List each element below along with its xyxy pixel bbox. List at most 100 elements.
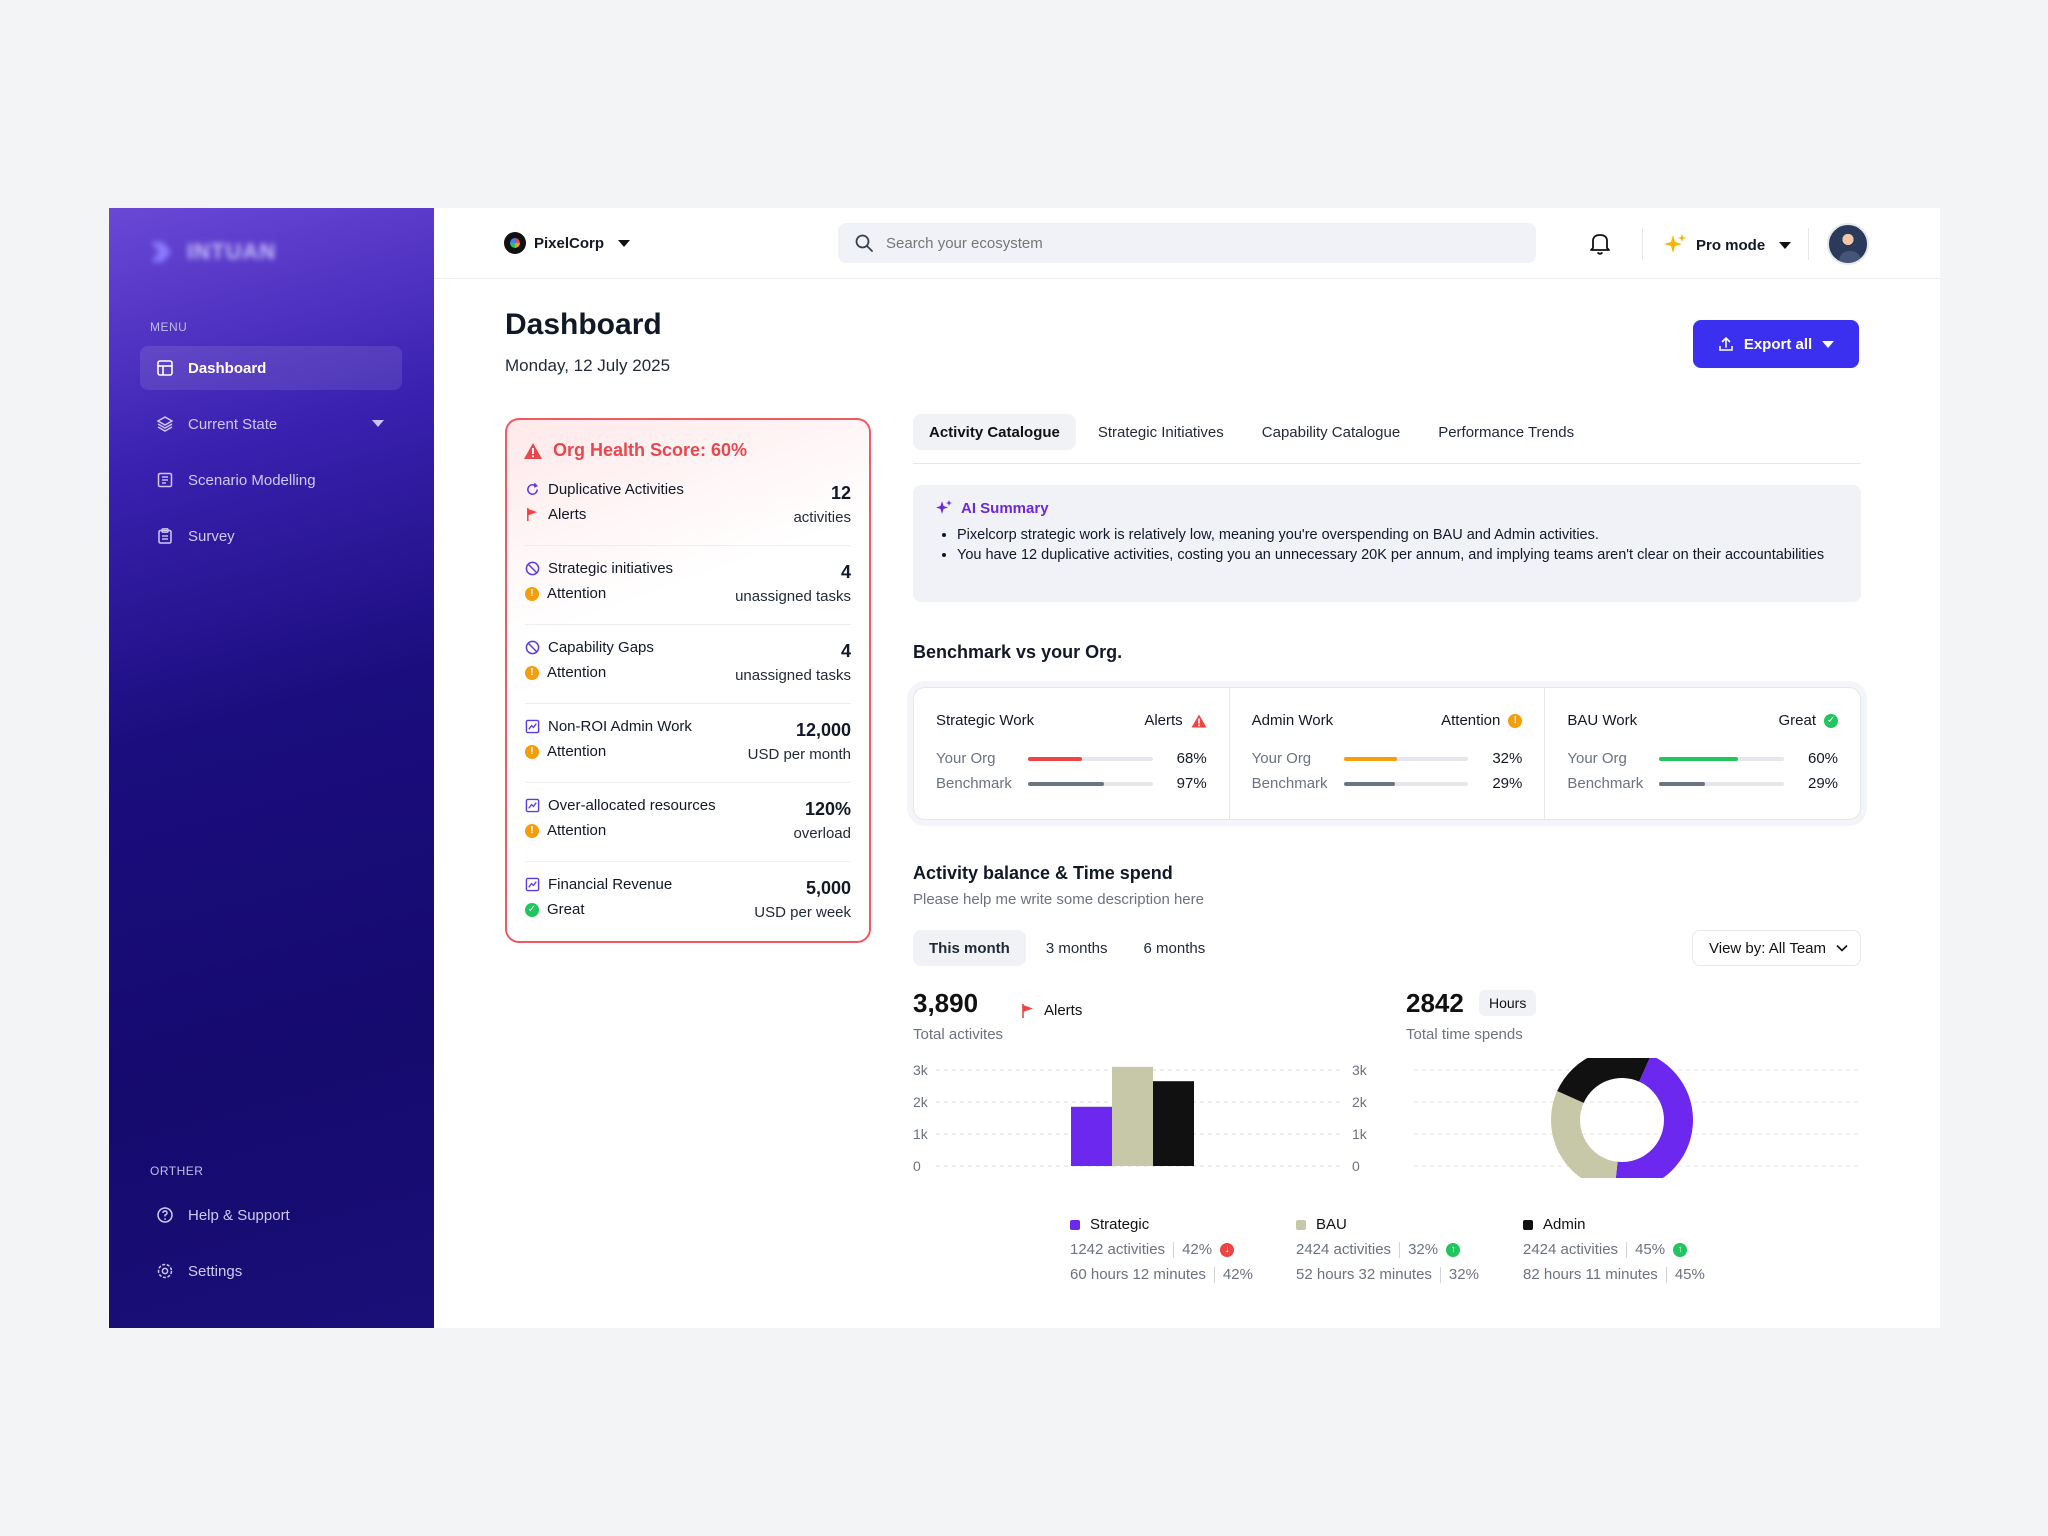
- donut-slice-admin[interactable]: [1557, 1058, 1651, 1103]
- sidebar-item-label: Dashboard: [188, 359, 267, 377]
- legend-swatch: [1070, 1219, 1080, 1230]
- ai-summary-point: You have 12 duplicative activities, cost…: [957, 545, 1839, 565]
- bar-admin[interactable]: [1153, 1081, 1194, 1166]
- health-row-value: 12: [830, 483, 851, 503]
- sidebar-item-scenario-modelling[interactable]: Scenario Modelling: [140, 458, 402, 502]
- legend-activities: 1242 activities: [1070, 1241, 1166, 1258]
- pro-mode-toggle[interactable]: Pro mode: [1662, 232, 1792, 258]
- health-row-revenue[interactable]: Financial Revenue ✓ Great 5,000 USD per w…: [525, 862, 851, 941]
- health-row-admin[interactable]: Non-ROI Admin Work ! Attention 12,000 USD…: [525, 704, 851, 783]
- y-tick-label: 3k: [913, 1062, 929, 1078]
- arrow-up-icon: ↑: [1673, 1242, 1688, 1257]
- org-switcher[interactable]: PixelCorp: [504, 232, 631, 254]
- legend-name: BAU: [1316, 1216, 1347, 1233]
- check-icon: ✓: [525, 902, 539, 917]
- tab-capability-catalogue[interactable]: Capability Catalogue: [1261, 423, 1401, 441]
- export-all-button[interactable]: Export all: [1693, 320, 1859, 368]
- your-org-label: Your Org: [936, 750, 996, 767]
- sidebar-item-settings[interactable]: Settings: [140, 1249, 402, 1293]
- layers-icon: [156, 416, 174, 432]
- donut-slice-bau[interactable]: [1551, 1091, 1618, 1178]
- tab-activity-catalogue[interactable]: Activity Catalogue: [913, 414, 1076, 450]
- chevron-down-icon[interactable]: [372, 420, 384, 427]
- health-row-label: Over-allocated resources: [548, 797, 716, 814]
- your-org-label: Your Org: [1251, 750, 1312, 767]
- legend-hours-pct: 45%: [1674, 1266, 1705, 1283]
- progress-track: [1659, 756, 1785, 761]
- chart-icon: [525, 719, 540, 734]
- brand-logo[interactable]: INTUAN: [147, 238, 276, 266]
- bell-icon[interactable]: [1586, 229, 1614, 257]
- legend-name: Admin: [1543, 1216, 1586, 1233]
- view-by-dropdown[interactable]: View by: All Team: [1692, 930, 1861, 966]
- help-icon: [157, 1207, 173, 1223]
- benchmark-value: 97%: [1176, 775, 1207, 792]
- dashboard-icon: [157, 360, 173, 376]
- attention-icon: !: [1508, 713, 1523, 728]
- arrow-down-icon: ↓: [1220, 1242, 1235, 1257]
- ai-summary-title: AI Summary: [961, 499, 1049, 517]
- warning-icon: [1191, 714, 1207, 727]
- chart-y-ticks: 0 0 1k 1k 2k 2k 3k 3k: [913, 1062, 1368, 1174]
- tab-strategic-initiatives[interactable]: Strategic Initiatives: [1097, 423, 1224, 441]
- hours-badge: Hours: [1479, 990, 1537, 1016]
- avatar[interactable]: [1827, 223, 1869, 265]
- export-label: Export all: [1743, 335, 1813, 353]
- ai-summary-list: Pixelcorp strategic work is relatively l…: [935, 525, 1839, 565]
- tab-performance-trends[interactable]: Performance Trends: [1438, 423, 1575, 441]
- bar-bau[interactable]: [1112, 1066, 1153, 1166]
- health-row-status: Attention: [547, 743, 607, 760]
- time-donut-chart: [1414, 1058, 1859, 1178]
- sidebar-item-survey[interactable]: Survey: [140, 514, 402, 558]
- flag-icon: [527, 507, 538, 522]
- benchmark-col-title: BAU Work: [1567, 712, 1638, 729]
- your-org-label: Your Org: [1567, 750, 1627, 767]
- your-org-value: 60%: [1807, 750, 1839, 767]
- sparkle-icon: [936, 500, 952, 514]
- health-row-value: 4: [840, 562, 851, 582]
- attention-icon: !: [525, 586, 539, 601]
- health-row-strategic[interactable]: Strategic initiatives ! Attention 4 unass…: [525, 546, 851, 625]
- sidebar-item-dashboard[interactable]: Dashboard: [140, 346, 402, 390]
- alerts-tag: Alerts: [1020, 1002, 1082, 1019]
- donut-slices: [1551, 1058, 1693, 1178]
- sidebar-item-help-support[interactable]: Help & Support: [140, 1193, 402, 1237]
- legend-admin: Admin 2424 activities 45% ↑ 82 hours 11 mi…: [1523, 1216, 1705, 1283]
- period-6-months[interactable]: 6 months: [1143, 939, 1206, 957]
- donut-slice-strategic[interactable]: [1614, 1058, 1693, 1178]
- health-row-overallocated[interactable]: Over-allocated resources ! Attention 120%…: [525, 783, 851, 862]
- your-org-bar: [1028, 756, 1082, 761]
- legend-pct: 42%: [1182, 1241, 1213, 1258]
- y-tick-label: 2k: [913, 1094, 929, 1110]
- bar-strategic[interactable]: [1071, 1106, 1112, 1166]
- progress-track: [1028, 756, 1153, 761]
- health-row-label: Capability Gaps: [548, 639, 654, 656]
- legend-activities: 2424 activities: [1296, 1241, 1392, 1258]
- search-bar[interactable]: [838, 223, 1536, 263]
- your-org-bar: [1659, 756, 1738, 761]
- health-row-duplicative[interactable]: Duplicative Activities Alerts 12 activit…: [525, 467, 851, 546]
- legend-strategic: Strategic 1242 activities 42% ↓ 60 hours 1…: [1070, 1216, 1253, 1283]
- y-tick-label: 0: [913, 1158, 921, 1174]
- period-3-months[interactable]: 3 months: [1045, 939, 1108, 957]
- menu-section-label: MENU: [150, 320, 188, 334]
- health-row-capability[interactable]: Capability Gaps ! Attention 4 unassigned …: [525, 625, 851, 704]
- health-row-unit: unassigned tasks: [735, 588, 851, 605]
- legend-swatch: [1523, 1219, 1533, 1230]
- benchmark-bar: [1028, 781, 1105, 786]
- health-row-status: Attention: [547, 585, 607, 602]
- sidebar-item-label: Scenario Modelling: [188, 471, 316, 489]
- y-tick-label-right: 2k: [1352, 1094, 1368, 1110]
- chart-icon: [525, 877, 540, 892]
- page-date: Monday, 12 July 2025: [505, 356, 671, 375]
- benchmark-status: Alerts: [1144, 712, 1183, 729]
- period-this-month[interactable]: This month: [913, 930, 1026, 966]
- y-tick-label-right: 3k: [1352, 1062, 1368, 1078]
- divider: [1642, 228, 1643, 260]
- sidebar-item-current-state[interactable]: Current State: [140, 402, 402, 446]
- page-title: Dashboard: [505, 308, 662, 341]
- total-activities-value: 3,890: [913, 988, 979, 1018]
- health-row-value: 5,000: [805, 878, 851, 898]
- search-input[interactable]: [886, 234, 1486, 252]
- benchmark-status: Great: [1778, 712, 1817, 729]
